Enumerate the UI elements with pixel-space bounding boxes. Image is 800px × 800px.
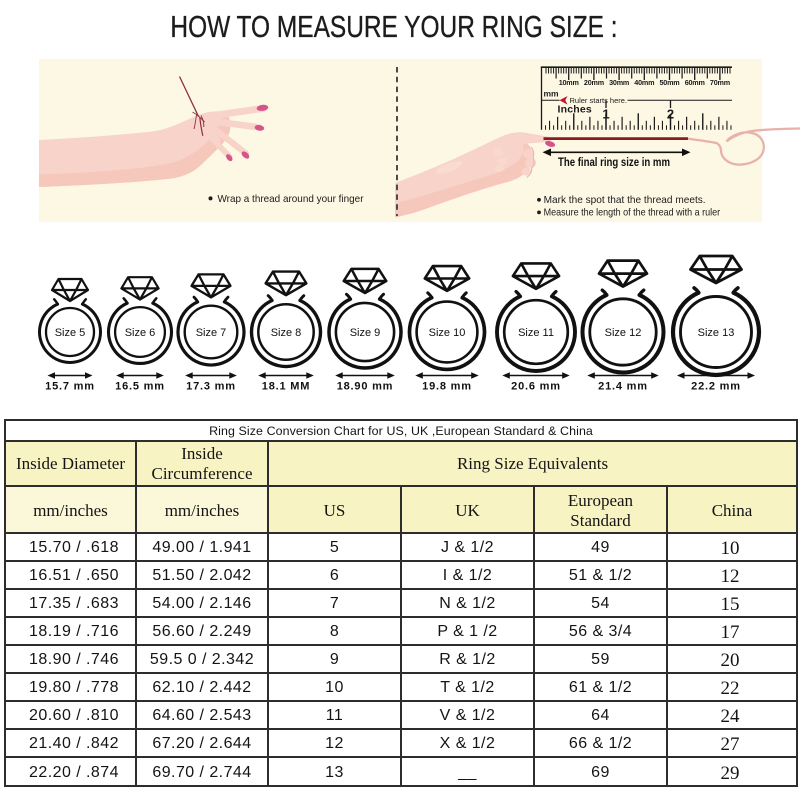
svg-text:21.4 mm: 21.4 mm [598,381,648,393]
svg-text:15.7 mm: 15.7 mm [45,381,95,393]
svg-text:The final ring size in mm: The final ring size in mm [558,157,670,169]
svg-text:Size 6: Size 6 [125,327,156,339]
svg-text:Wrap a thread around your fing: Wrap a thread around your finger [218,193,364,205]
svg-text:Size 8: Size 8 [271,327,302,339]
svg-text:2: 2 [667,107,674,122]
svg-text:Size 13: Size 13 [698,327,735,339]
svg-text:Measure the length of the thre: Measure the length of the thread with a … [544,206,721,218]
svg-text:30mm: 30mm [609,78,629,87]
svg-text:Ruler starts here.: Ruler starts here. [570,96,628,105]
svg-text:Size 11: Size 11 [518,327,554,339]
svg-text:19.8 mm: 19.8 mm [422,381,472,393]
svg-text:50mm: 50mm [660,78,680,87]
svg-text:20.6 mm: 20.6 mm [511,381,561,393]
svg-text:16.5 mm: 16.5 mm [115,381,165,393]
svg-text:1: 1 [602,107,609,122]
svg-text:22.2 mm: 22.2 mm [691,381,741,393]
svg-text:Mark the spot that the thread: Mark the spot that the thread meets. [544,194,706,206]
svg-text:18.90 mm: 18.90 mm [337,381,394,393]
svg-text:10mm: 10mm [559,78,579,87]
svg-text:Size 12: Size 12 [605,327,642,339]
svg-text:Inches: Inches [558,104,592,116]
svg-text:Size 9: Size 9 [350,327,381,339]
svg-text:Size 10: Size 10 [429,327,466,339]
svg-text:40mm: 40mm [634,78,654,87]
svg-text:20mm: 20mm [584,78,604,87]
svg-text:17.3 mm: 17.3 mm [186,381,236,393]
svg-text:60mm: 60mm [685,78,705,87]
svg-text:70mm: 70mm [710,78,730,87]
svg-text:mm: mm [544,89,560,99]
svg-text:18.1 MM: 18.1 MM [262,381,310,393]
svg-text:Size 7: Size 7 [196,327,227,339]
svg-text:Size 5: Size 5 [55,327,86,339]
